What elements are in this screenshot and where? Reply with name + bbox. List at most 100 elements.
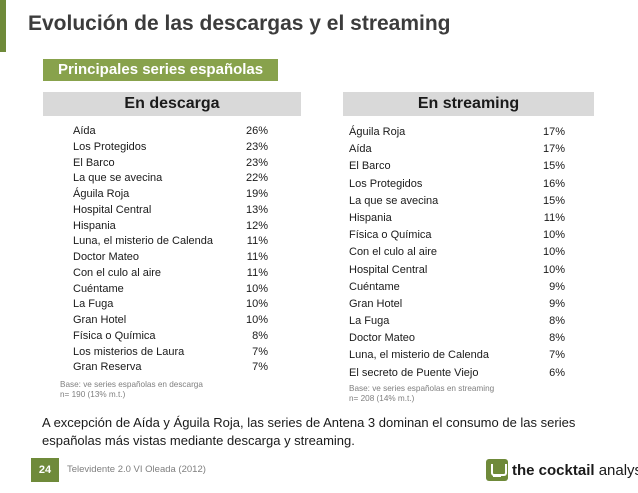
streaming-series-value: 10%: [542, 246, 565, 259]
descarga-series-name: Aída: [73, 125, 96, 137]
streaming-series-value: 15%: [542, 194, 565, 207]
descarga-series-name: La que se avecina: [73, 172, 163, 185]
descarga-series-value: 22%: [245, 172, 268, 185]
streaming-series-name: Hospital Central: [349, 263, 428, 276]
page-title: Evolución de las descargas y el streamin…: [28, 12, 451, 35]
descarga-series-name: Los Protegidos: [73, 140, 147, 153]
cocktail-logo: the cocktail analysis: [486, 458, 638, 482]
streaming-row: La Fuga 8%: [349, 313, 565, 330]
source-note: Televidente 2.0 VI Oleada (2012): [67, 464, 206, 475]
streaming-row: Luna, el misterio de Calenda 7%: [349, 347, 565, 364]
logo-text-rest: analysis: [598, 461, 638, 479]
streaming-series-name: El secreto de Puente Viejo: [349, 366, 479, 379]
descarga-series-value: 7%: [252, 345, 268, 358]
streaming-series-value: 11%: [543, 211, 565, 224]
descarga-series-name: Doctor Mateo: [73, 251, 140, 263]
descarga-list: Aída 26% Los Protegidos 23% El Barco 23% La qu…: [73, 124, 268, 376]
streaming-series-name: Física o Química: [349, 229, 432, 242]
descarga-series-value: 26%: [245, 125, 268, 137]
descarga-base-line2: n= 190 (13% m.t.): [60, 390, 126, 399]
streaming-row: Hispania 11%: [349, 210, 565, 227]
streaming-header: En streaming: [343, 92, 594, 116]
descarga-series-name: Hispania: [73, 219, 116, 232]
descarga-series-name: Gran Hotel: [73, 314, 127, 326]
descarga-row: Cuéntame 10%: [73, 282, 268, 298]
streaming-row: Los Protegidos 16%: [349, 176, 565, 193]
streaming-row: El Barco 15%: [349, 158, 565, 175]
page-number: 24: [31, 458, 59, 482]
descarga-row: Los Protegidos 23%: [73, 140, 268, 156]
descarga-series-name: Gran Reserva: [73, 361, 142, 374]
streaming-series-value: 17%: [542, 126, 565, 138]
logo-text-bold: the cocktail: [512, 461, 595, 479]
descarga-row: Gran Reserva 7%: [73, 360, 268, 376]
descarga-row: Física o Química 8%: [73, 329, 268, 345]
streaming-series-value: 8%: [549, 332, 565, 345]
logo-text: the cocktail analysis: [512, 462, 638, 479]
descarga-series-value: 11%: [246, 235, 268, 248]
descarga-series-value: 8%: [252, 329, 268, 342]
descarga-series-value: 19%: [245, 188, 268, 200]
descarga-header: En descarga: [43, 92, 301, 116]
descarga-series-value: 10%: [245, 314, 268, 326]
descarga-series-name: Física o Química: [73, 329, 156, 342]
descarga-row: La Fuga 10%: [73, 297, 268, 313]
streaming-series-name: Aída: [349, 143, 372, 156]
streaming-series-value: 17%: [542, 143, 565, 156]
streaming-series-name: Cuéntame: [349, 280, 400, 293]
descarga-row: Luna, el misterio de Calenda 11%: [73, 234, 268, 250]
streaming-series-name: La Fuga: [349, 315, 390, 328]
streaming-series-value: 10%: [542, 263, 565, 276]
descarga-series-name: Luna, el misterio de Calenda: [73, 235, 214, 248]
streaming-series-name: Hispania: [349, 211, 392, 224]
descarga-series-value: 13%: [245, 203, 268, 216]
streaming-list: Águila Roja 17% Aída 17% El Barco 15% Los Prot…: [349, 124, 565, 382]
streaming-series-value: 7%: [549, 349, 565, 362]
descarga-series-name: La Fuga: [73, 298, 114, 311]
streaming-row: La que se avecina 15%: [349, 193, 565, 210]
streaming-row: Doctor Mateo 8%: [349, 330, 565, 347]
streaming-series-name: Gran Hotel: [349, 297, 403, 310]
streaming-base-note: Base: ve series españolas en streaming n…: [349, 384, 494, 404]
descarga-series-name: Cuéntame: [73, 282, 124, 295]
descarga-series-value: 12%: [245, 219, 268, 232]
streaming-row: Con el culo al aire 10%: [349, 244, 565, 261]
descarga-series-name: Los misterios de Laura: [73, 345, 185, 358]
streaming-series-name: Los Protegidos: [349, 177, 423, 190]
streaming-row: Gran Hotel 9%: [349, 296, 565, 313]
streaming-row: Cuéntame 9%: [349, 279, 565, 296]
descarga-series-value: 10%: [245, 298, 268, 311]
streaming-series-value: 9%: [549, 297, 565, 310]
streaming-row: Aída 17%: [349, 141, 565, 158]
streaming-row: Hospital Central 10%: [349, 262, 565, 279]
conclusion-text: A excepción de Aída y Águila Roja, las s…: [42, 415, 576, 448]
descarga-series-name: Águila Roja: [73, 188, 130, 200]
descarga-series-value: 23%: [245, 156, 268, 169]
descarga-series-value: 10%: [245, 282, 268, 295]
descarga-base-note: Base: ve series españolas en descarga n=…: [60, 380, 203, 400]
descarga-series-name: El Barco: [73, 156, 115, 169]
streaming-series-name: Doctor Mateo: [349, 332, 416, 345]
descarga-series-value: 11%: [246, 266, 268, 279]
descarga-row: El Barco 23%: [73, 156, 268, 172]
descarga-series-name: Hospital Central: [73, 203, 152, 216]
descarga-row: Gran Hotel 10%: [73, 313, 268, 329]
streaming-series-name: Águila Roja: [349, 126, 406, 138]
descarga-row: Aída 26%: [73, 124, 268, 140]
descarga-row: Los misterios de Laura 7%: [73, 345, 268, 361]
streaming-series-value: 10%: [542, 229, 565, 242]
accent-bar: [0, 0, 6, 52]
descarga-base-line1: Base: ve series españolas en descarga: [60, 380, 203, 389]
streaming-row: El secreto de Puente Viejo 6%: [349, 365, 565, 382]
descarga-series-value: 23%: [245, 140, 268, 153]
descarga-row: Doctor Mateo 11%: [73, 250, 268, 266]
streaming-series-name: El Barco: [349, 160, 391, 173]
streaming-row: Física o Química 10%: [349, 227, 565, 244]
streaming-series-value: 9%: [549, 280, 565, 293]
descarga-row: Águila Roja 19%: [73, 187, 268, 203]
descarga-series-value: 11%: [246, 251, 268, 263]
streaming-series-name: Con el culo al aire: [349, 246, 438, 259]
streaming-series-value: 8%: [549, 315, 565, 328]
descarga-row: Con el culo al aire 11%: [73, 266, 268, 282]
streaming-series-value: 15%: [542, 160, 565, 173]
